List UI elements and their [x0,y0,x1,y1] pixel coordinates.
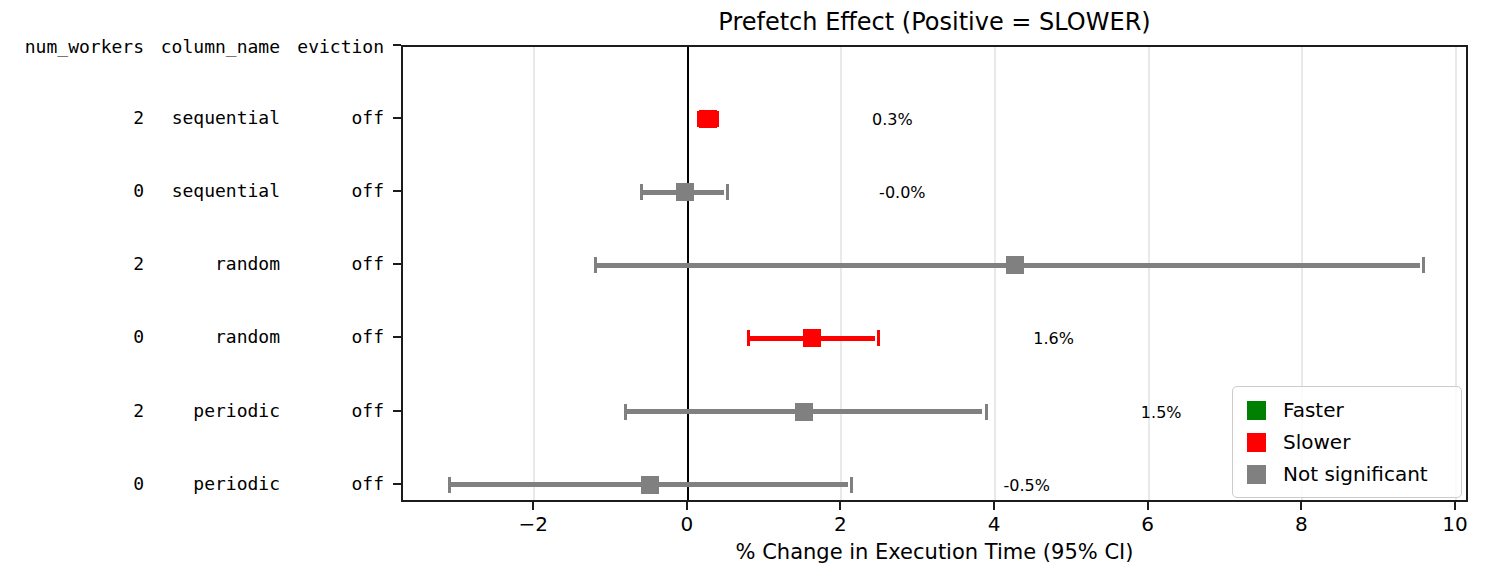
legend-item-faster: Faster [1247,394,1461,426]
error-bar-cap-high [1422,257,1425,273]
row-column-name: sequential [156,106,280,130]
x-tick [1147,502,1149,510]
row-eviction: off [292,399,384,423]
y-tick [393,483,401,485]
figure: Prefetch Effect (Positive = SLOWER) num_… [0,0,1485,581]
x-tick [532,502,534,510]
y-axis-row-label: 2 random off [0,252,384,276]
chart-title: Prefetch Effect (Positive = SLOWER) [401,8,1468,36]
y-header-eviction: eviction [292,35,384,59]
row-eviction: off [292,325,384,349]
x-tick [1300,502,1302,510]
plot-area: Faster Slower Not significant 0.3% -0.0% 1… [401,45,1468,502]
gridline [533,47,535,500]
x-tick-label: 6 [1108,512,1188,536]
error-bar-cap-high [850,477,853,493]
x-tick-label: 0 [647,512,727,536]
row-num-workers: 2 [20,106,144,130]
y-axis-header: num_workers column_name eviction [0,35,384,59]
x-tick-label: 10 [1415,512,1485,536]
row-column-name: sequential [156,179,280,203]
x-tick-label: 8 [1261,512,1341,536]
x-tick-label: −2 [493,512,573,536]
value-label: -0.5% [1004,475,1050,494]
data-point-marker [803,329,821,347]
x-tick-label: 4 [954,512,1034,536]
x-tick [686,502,688,510]
row-num-workers: 0 [20,472,144,496]
error-bar-cap-high [985,404,988,420]
row-column-name: random [156,252,280,276]
y-axis-row-label: 2 sequential off [0,106,384,130]
zero-reference-line [687,47,689,500]
value-label: -0.0% [879,183,925,202]
y-axis-row-label: 0 sequential off [0,179,384,203]
error-bar-cap-high [726,184,729,200]
row-eviction: off [292,472,384,496]
error-bar-cap-low [594,257,597,273]
y-tick [393,117,401,119]
not-significant-swatch-icon [1247,465,1266,484]
data-point-marker [1006,256,1024,274]
gridline [1148,47,1150,500]
row-column-name: random [156,325,280,349]
legend-item-not-significant: Not significant [1247,458,1461,490]
gridline [994,47,996,500]
y-tick [393,410,401,412]
legend-label-slower: Slower [1283,430,1350,454]
error-bar-cap-low [747,330,750,346]
row-column-name: periodic [156,399,280,423]
x-tick [1454,502,1456,510]
legend-label-not-significant: Not significant [1283,462,1428,486]
row-column-name: periodic [156,472,280,496]
row-eviction: off [292,179,384,203]
y-tick [393,263,401,265]
row-eviction: off [292,106,384,130]
error-bar-cap-low [640,184,643,200]
row-eviction: off [292,252,384,276]
y-header-column-name: column_name [156,35,280,59]
error-bar-cap-high [877,330,880,346]
x-tick-label: 2 [800,512,880,536]
row-num-workers: 0 [20,179,144,203]
legend-label-faster: Faster [1283,398,1344,422]
legend: Faster Slower Not significant [1232,386,1462,498]
legend-item-slower: Slower [1247,426,1461,458]
y-axis-row-label: 0 random off [0,325,384,349]
x-tick [839,502,841,510]
error-bar-cap-low [624,404,627,420]
value-label: 0.3% [872,110,913,129]
y-tick [393,44,401,46]
y-axis-row-label: 2 periodic off [0,399,384,423]
x-axis-title: % Change in Execution Time (95% CI) [401,540,1468,564]
x-tick [993,502,995,510]
row-num-workers: 2 [20,252,144,276]
faster-swatch-icon [1247,401,1266,420]
value-label: 1.6% [1033,329,1074,348]
row-num-workers: 2 [20,399,144,423]
data-point-marker [699,110,717,128]
data-point-marker [795,403,813,421]
row-num-workers: 0 [20,325,144,349]
y-axis-row-label: 0 periodic off [0,472,384,496]
y-header-num-workers: num_workers [20,35,144,59]
slower-swatch-icon [1247,433,1266,452]
error-bar-cap-low [448,477,451,493]
y-tick [393,190,401,192]
value-label: 1.5% [1141,402,1182,421]
y-tick [393,336,401,338]
data-point-marker [641,476,659,494]
gridline [840,47,842,500]
data-point-marker [676,183,694,201]
